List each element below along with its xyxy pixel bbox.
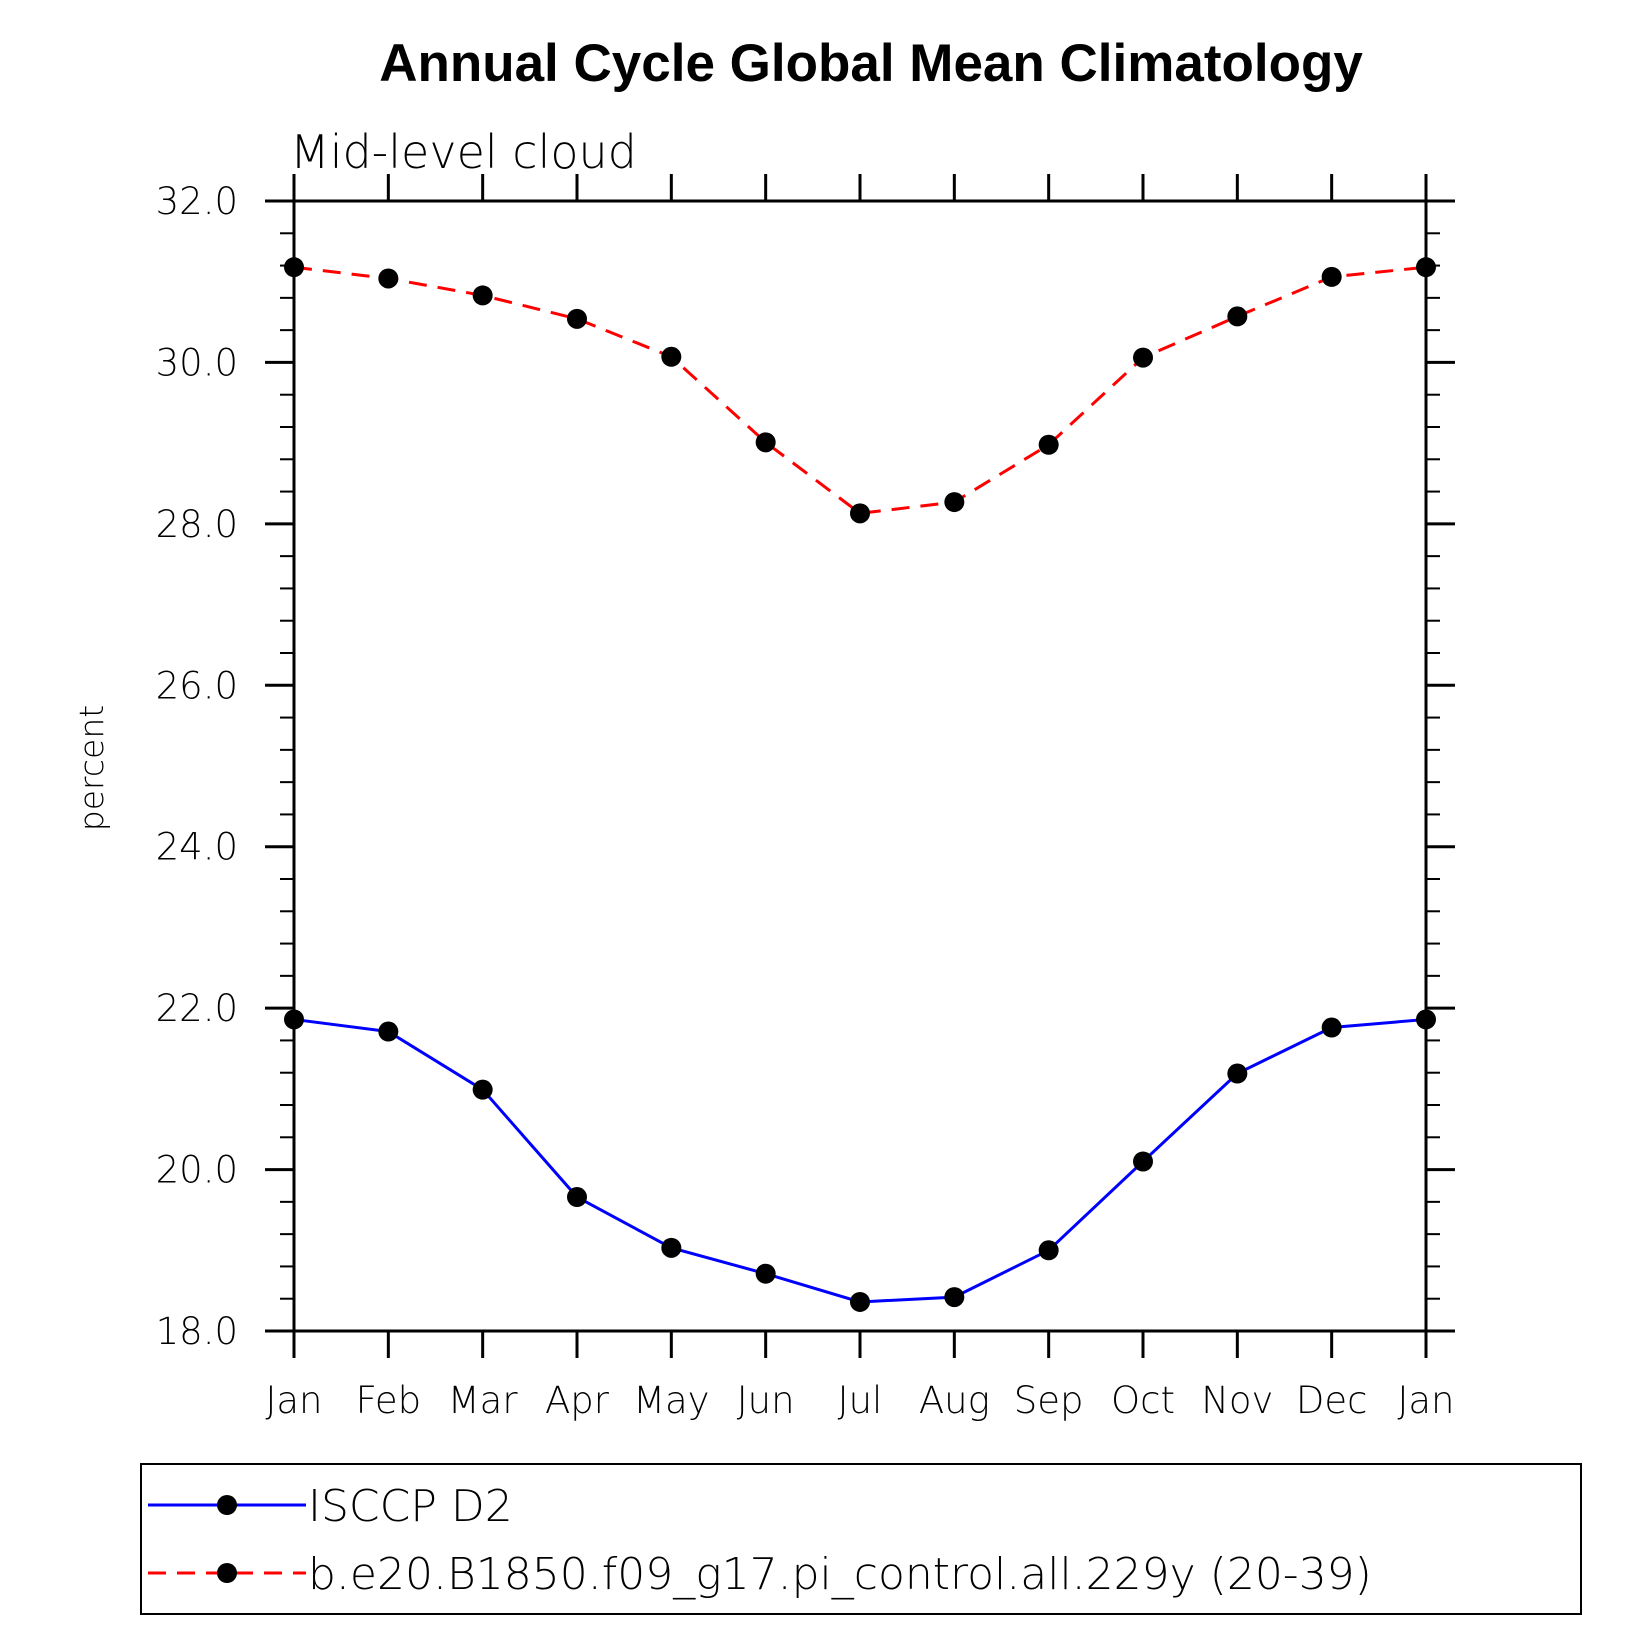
legend-marker-1 [217, 1563, 237, 1583]
x-tick-label: Jun [737, 1379, 795, 1422]
x-tick-label: May [633, 1379, 710, 1422]
x-tick-label: Jan [265, 1379, 322, 1422]
data-point-0 [1321, 1017, 1342, 1038]
x-tick-label: Aug [919, 1379, 990, 1422]
x-tick-label: Mar [448, 1379, 519, 1422]
data-point-1 [1038, 434, 1059, 455]
y-tick-label: 18.0 [156, 1310, 238, 1353]
x-tick-label: Apr [545, 1379, 610, 1422]
series-line-1 [293, 265, 1427, 515]
data-point-1 [755, 432, 776, 453]
data-point-1 [661, 346, 682, 367]
y-tick-label: 32.0 [156, 180, 238, 223]
y-tick-label: 20.0 [156, 1149, 238, 1192]
data-point-0 [567, 1187, 587, 1208]
series-line-0 [293, 1017, 1427, 1304]
data-point-0 [378, 1021, 399, 1042]
x-tick-label: Dec [1296, 1379, 1368, 1422]
axes-layer: Jan Feb Mar Apr May Jun Jul Aug Sep Oct Nov Dec Jan 1… [156, 174, 1455, 1422]
data-point-0 [1038, 1240, 1059, 1261]
data-point-0 [850, 1291, 870, 1312]
x-tick-label: Feb [356, 1379, 422, 1422]
series-layer [284, 257, 1436, 1312]
data-point-1 [472, 285, 493, 306]
data-point-0 [1416, 1009, 1436, 1030]
chart-subtitle: Mid-level cloud [290, 125, 637, 179]
x-tick-label: Oct [1111, 1379, 1175, 1422]
data-point-0 [755, 1263, 776, 1284]
y-tick-label: 28.0 [156, 503, 238, 546]
y-tick-label: 26.0 [156, 664, 238, 707]
data-point-1 [944, 492, 965, 513]
legend-box [140, 1463, 1582, 1615]
data-point-1 [1321, 266, 1342, 287]
legend-label-0: ISCCP D2 [308, 1481, 513, 1532]
data-point-0 [472, 1079, 493, 1100]
y-tick-label: 22.0 [156, 987, 238, 1030]
x-tick-label: Sep [1014, 1379, 1084, 1422]
legend: ISCCP D2 b.e20.B1850.f09_g17.pi_control.a… [148, 1481, 1372, 1600]
y-tick-label: 24.0 [156, 826, 238, 869]
data-point-1 [1133, 347, 1153, 368]
data-point-0 [284, 1009, 304, 1030]
y-axis-label: percent [72, 705, 111, 831]
data-point-1 [284, 257, 304, 278]
data-point-1 [567, 308, 587, 329]
data-point-0 [944, 1287, 965, 1308]
data-point-1 [378, 268, 399, 289]
plot-frame [292, 199, 1428, 1333]
data-point-0 [1133, 1151, 1153, 1172]
x-tick-label: Jan [1397, 1379, 1454, 1422]
data-point-0 [661, 1237, 682, 1258]
data-point-1 [1416, 257, 1436, 278]
x-tick-label: Nov [1201, 1379, 1273, 1422]
data-point-0 [1227, 1063, 1248, 1084]
x-tick-label: Jul [838, 1379, 883, 1422]
y-tick-label: 30.0 [156, 341, 238, 384]
chart-title: Annual Cycle Global Mean Climatology [379, 34, 1363, 93]
legend-marker-0 [217, 1495, 237, 1515]
data-point-1 [1227, 306, 1248, 327]
legend-label-1: b.e20.B1850.f09_g17.pi_control.all.229y … [308, 1549, 1372, 1600]
data-point-1 [850, 503, 870, 524]
